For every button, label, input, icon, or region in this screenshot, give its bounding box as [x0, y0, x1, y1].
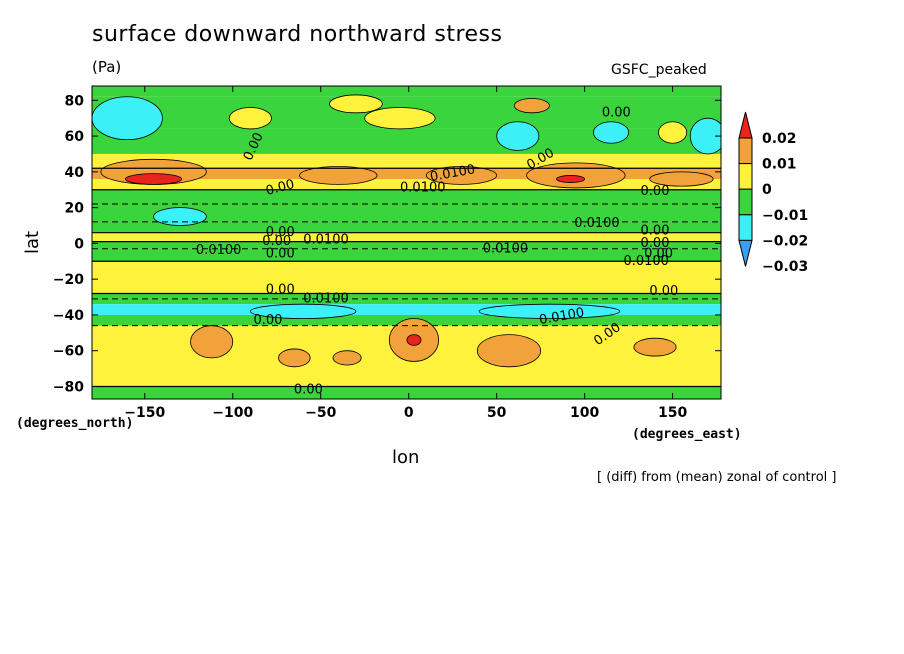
lat-band	[92, 248, 721, 262]
contour-label: 0.00	[641, 184, 670, 199]
contour-patch	[556, 175, 586, 183]
contour-patch	[329, 94, 383, 114]
lat-band	[92, 204, 721, 222]
colorbar-swatch	[738, 137, 753, 165]
lat-band	[92, 221, 721, 233]
x-tick-label: 50	[487, 405, 507, 421]
contour-patch	[658, 121, 688, 144]
y-tick-label: 60	[65, 129, 85, 145]
y-axis: −80 −60 −40 −20 0 20 40 60 80	[53, 93, 721, 395]
contour-label: 0.00	[641, 223, 670, 238]
y-tick-label: 20	[65, 201, 85, 217]
contour-patch	[633, 337, 677, 357]
y-tick-label: 40	[65, 165, 85, 181]
contour-label: 0.0100	[196, 243, 242, 258]
contour-patch	[125, 173, 183, 185]
contour-label: 0.00	[294, 383, 323, 398]
contour-label: 0.00	[262, 234, 291, 249]
contour-label: 0.0100	[303, 291, 349, 306]
y-tick-label: −20	[53, 272, 84, 288]
contour-label: 0.00	[602, 105, 631, 120]
y-tick-label: −40	[53, 308, 84, 324]
colorbar-swatch	[738, 214, 753, 241]
contour-patch	[513, 98, 550, 114]
x-tick-label: 100	[570, 405, 599, 421]
contour-patch	[190, 325, 234, 359]
lat-band	[92, 386, 721, 399]
contour-patch	[364, 107, 436, 130]
x-tick-label: −50	[305, 405, 336, 421]
contour-label: 0.0100	[574, 216, 620, 231]
contour-patch	[249, 303, 357, 319]
contour-patch	[496, 121, 540, 151]
colorbar-label: −0.02	[762, 233, 808, 249]
lat-band	[92, 304, 721, 315]
contour-label: 0.00	[644, 247, 673, 262]
x-axis: −150 −100 −50 0 50 100 150	[124, 86, 687, 421]
contour-patch	[649, 171, 714, 187]
colorbar-label: −0.03	[762, 259, 808, 275]
contour-label: 0.0100	[623, 254, 669, 269]
colorbar-swatch	[738, 239, 753, 267]
colorbar-label: 0.01	[762, 157, 797, 173]
colorbar-label: 0	[762, 182, 772, 198]
contour-label: 0.00	[649, 284, 678, 299]
lat-band	[92, 189, 721, 205]
lat-band	[92, 86, 721, 97]
chart-title: surface downward northward stress	[92, 22, 503, 47]
colorbar-swatch	[738, 111, 753, 139]
contour-label: 0.00	[266, 225, 295, 240]
contour-patch	[478, 303, 621, 319]
x-tick-label: 0	[404, 405, 414, 421]
y-tick-label: −60	[53, 344, 84, 360]
contour-patch	[153, 207, 207, 226]
model-name: GSFC_peaked	[611, 62, 707, 78]
x-axis-unit: (degrees_east)	[632, 427, 742, 442]
contour-patch	[278, 348, 311, 368]
x-tick-label: −100	[212, 405, 253, 421]
chart-units: (Pa)	[92, 58, 122, 76]
contour-patch	[299, 166, 378, 185]
y-tick-label: 0	[74, 236, 84, 252]
colorbar-label: 0.02	[762, 131, 797, 147]
contour-label: 0.0100	[400, 180, 446, 195]
y-tick-label: 80	[65, 93, 85, 109]
contour-label: 0.00	[264, 177, 296, 199]
colorbar-swatch	[738, 188, 753, 216]
colorbar: 0.02 0.01 0 −0.01 −0.02 −0.03	[738, 111, 808, 275]
contour-patch	[593, 121, 630, 144]
lat-band	[92, 179, 721, 190]
contour-label: 0.0100	[303, 232, 349, 247]
contour-patch	[689, 117, 721, 155]
contour-label: 0.00	[266, 247, 295, 262]
plot-frame	[91, 85, 722, 400]
y-axis-label: lat	[22, 230, 43, 254]
x-tick-label: −150	[124, 405, 165, 421]
contour-patch	[92, 96, 163, 141]
contour-patch	[332, 350, 362, 366]
y-tick-label: −80	[53, 379, 84, 395]
x-axis-label: lon	[392, 447, 420, 468]
lat-band	[92, 232, 721, 242]
comparison-note: [ (diff) from (mean) zonal of control ]	[597, 470, 837, 485]
contour-label: 0.00	[266, 282, 295, 297]
lat-band	[92, 261, 721, 294]
y-axis-unit: (degrees_north)	[16, 416, 134, 431]
contour-label: 0.0100	[483, 241, 529, 256]
contour-patch	[228, 107, 272, 130]
contour-patch	[406, 334, 422, 346]
lat-band	[92, 241, 721, 249]
contour-label: 0.00	[253, 313, 282, 328]
colorbar-label: −0.01	[762, 208, 808, 224]
x-tick-label: 150	[658, 405, 687, 421]
contour-patch	[476, 334, 542, 368]
contour-label: 0.00	[641, 236, 670, 251]
colorbar-swatch	[738, 163, 753, 190]
contour-patch	[425, 166, 498, 185]
lat-band	[92, 168, 721, 180]
